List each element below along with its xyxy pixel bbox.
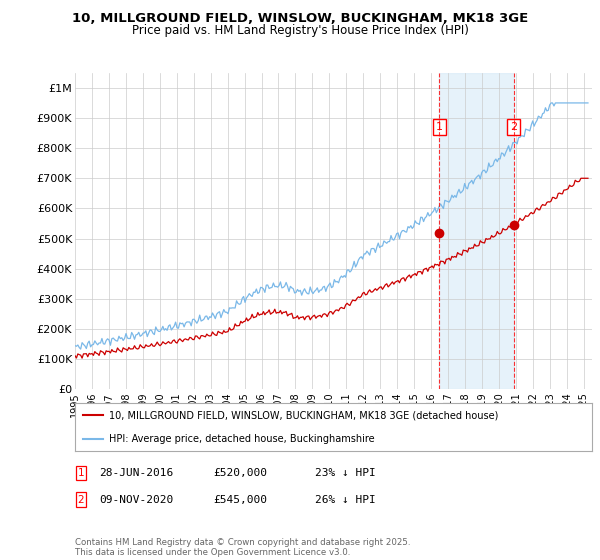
Text: 2: 2 xyxy=(510,122,517,132)
Text: Price paid vs. HM Land Registry's House Price Index (HPI): Price paid vs. HM Land Registry's House … xyxy=(131,24,469,37)
Text: 09-NOV-2020: 09-NOV-2020 xyxy=(99,494,173,505)
Text: 10, MILLGROUND FIELD, WINSLOW, BUCKINGHAM, MK18 3GE: 10, MILLGROUND FIELD, WINSLOW, BUCKINGHA… xyxy=(72,12,528,25)
Text: £545,000: £545,000 xyxy=(213,494,267,505)
Bar xyxy=(439,73,514,389)
Text: £520,000: £520,000 xyxy=(213,468,267,478)
Text: Contains HM Land Registry data © Crown copyright and database right 2025.
This d: Contains HM Land Registry data © Crown c… xyxy=(75,538,410,557)
Text: 23% ↓ HPI: 23% ↓ HPI xyxy=(315,468,376,478)
Text: 26% ↓ HPI: 26% ↓ HPI xyxy=(315,494,376,505)
Text: 28-JUN-2016: 28-JUN-2016 xyxy=(99,468,173,478)
Text: 1: 1 xyxy=(77,468,85,478)
Text: HPI: Average price, detached house, Buckinghamshire: HPI: Average price, detached house, Buck… xyxy=(109,434,374,444)
Text: 10, MILLGROUND FIELD, WINSLOW, BUCKINGHAM, MK18 3GE (detached house): 10, MILLGROUND FIELD, WINSLOW, BUCKINGHA… xyxy=(109,410,498,420)
Text: 2: 2 xyxy=(77,494,85,505)
Text: 1: 1 xyxy=(436,122,443,132)
